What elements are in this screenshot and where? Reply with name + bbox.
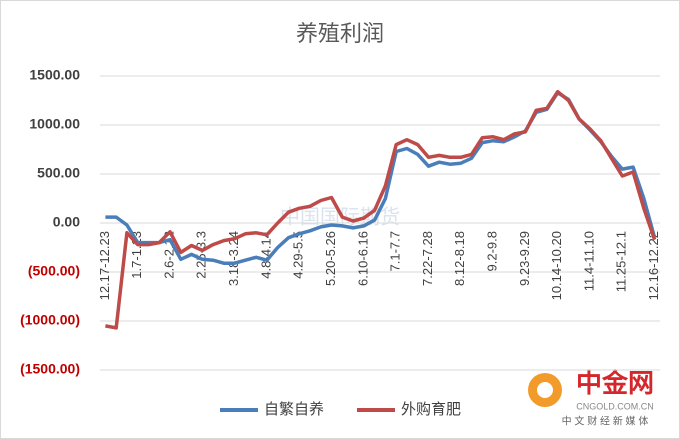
y-tick-label: (1500.00) — [20, 361, 80, 377]
x-tick-label: 4.29-5.5 — [291, 231, 306, 279]
x-tick-label: 12.16-12.22 — [646, 231, 661, 300]
x-tick-label: 6.10-6.16 — [355, 231, 370, 286]
x-tick-label: 10.14-10.20 — [549, 231, 564, 300]
x-tick-label: 9.2-9.8 — [485, 231, 500, 271]
x-tick-label: 9.23-9.29 — [517, 231, 532, 286]
y-tick-label: (1000.00) — [20, 312, 80, 328]
y-tick-label: 500.00 — [37, 165, 80, 181]
legend-label: 自繁自养 — [264, 401, 324, 418]
x-tick-label: 4.8-4.14 — [258, 231, 273, 279]
series-line — [105, 89, 657, 330]
chart-title: 养殖利润 — [296, 21, 384, 46]
y-tick-label: 0.00 — [53, 214, 80, 230]
x-tick-label: 5.20-5.26 — [323, 231, 338, 286]
x-tick-label: 11.4-11.10 — [581, 231, 596, 291]
logo-tagline: 中 文 财 经 新 媒 体 — [562, 415, 649, 428]
y-tick-label: (500.00) — [28, 263, 80, 279]
legend-label: 外购育肥 — [401, 401, 461, 418]
logo-url: CNGOLD.COM.CN — [576, 401, 654, 411]
x-tick-label: 7.1-7.7 — [388, 231, 403, 271]
x-tick-label: 12.17-12.23 — [97, 231, 112, 300]
y-tick-label: 1000.00 — [29, 116, 80, 132]
logo-icon-inner — [537, 382, 553, 398]
x-tick-label: 8.12-8.18 — [452, 231, 467, 286]
x-tick-label: 2.25-3.3 — [194, 231, 209, 279]
x-tick-label: 7.22-7.28 — [420, 231, 435, 286]
y-tick-label: 1500.00 — [29, 67, 80, 83]
logo-name: 中金网 — [576, 368, 654, 398]
x-tick-label: 3.18-3.24 — [226, 231, 241, 286]
x-tick-label: 11.25-12.1 — [614, 231, 629, 292]
